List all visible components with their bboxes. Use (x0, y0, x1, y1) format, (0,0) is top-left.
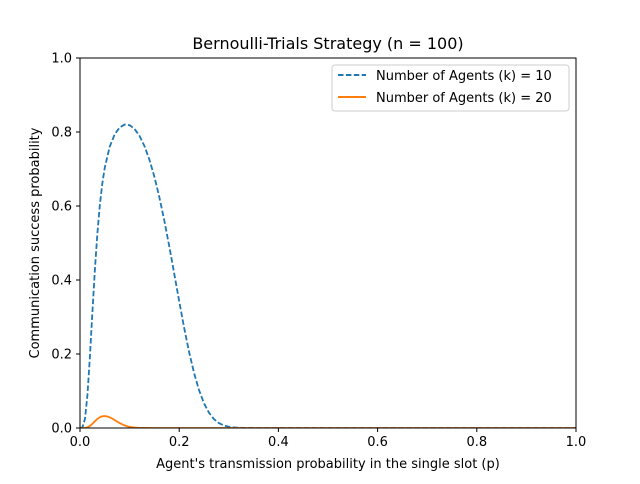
y-axis-label: Communication success probability (28, 127, 43, 358)
series-line-2 (80, 415, 576, 428)
y-tick-label: 1.0 (51, 52, 72, 67)
x-tick-label: 0.0 (70, 435, 91, 450)
x-tick-label: 1.0 (566, 435, 587, 450)
x-tick-label: 0.8 (466, 435, 487, 450)
y-tick-label: 0.8 (51, 126, 72, 141)
y-tick-label: 0.2 (51, 348, 72, 363)
legend-box (331, 64, 570, 112)
x-axis: 0.0 0.2 0.4 0.6 0.8 1.0 (70, 428, 587, 450)
x-tick-label: 0.6 (367, 435, 388, 450)
x-axis-label: Agent's transmission probability in the … (156, 457, 500, 472)
x-tick-label: 0.2 (169, 435, 190, 450)
legend-label-series-1: Number of Agents (k) = 10 (376, 69, 552, 84)
y-axis: 0.0 0.2 0.4 0.6 0.8 1.0 (51, 52, 80, 437)
y-tick-label: 0.6 (51, 200, 72, 215)
y-tick-label: 0.4 (51, 274, 72, 289)
x-tick-label: 0.4 (268, 435, 289, 450)
legend: Number of Agents (k) = 10 Number of Agen… (331, 64, 570, 112)
y-tick-label: 0.0 (51, 422, 72, 437)
chart-title: Bernoulli-Trials Strategy (n = 100) (192, 34, 463, 53)
legend-label-series-2: Number of Agents (k) = 20 (376, 91, 552, 106)
plot-frame (79, 57, 577, 429)
